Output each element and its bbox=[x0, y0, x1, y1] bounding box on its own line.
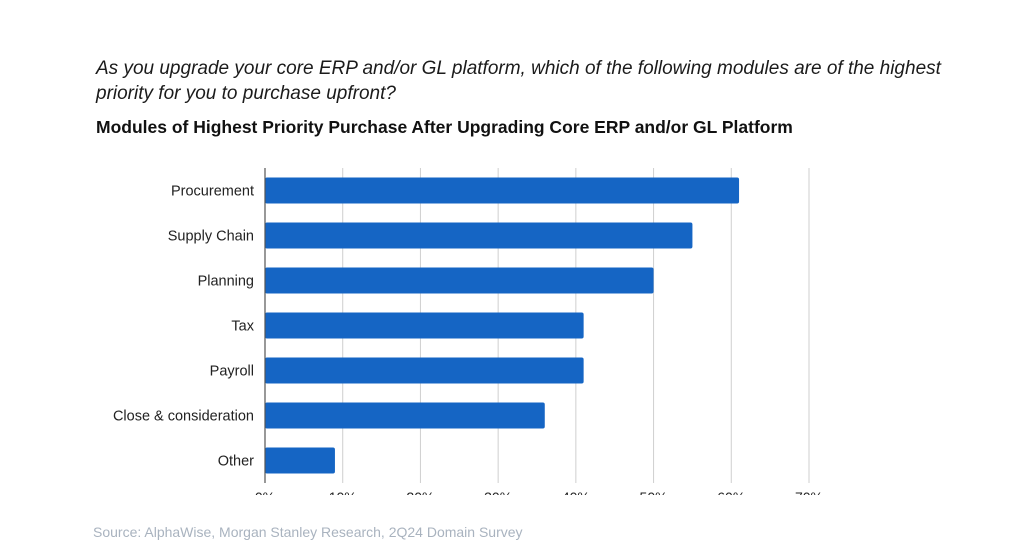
bar bbox=[265, 267, 654, 294]
x-tick-label: 40% bbox=[562, 489, 590, 495]
x-tick-label: 0% bbox=[255, 489, 275, 495]
category-label: Payroll bbox=[210, 364, 254, 380]
source-note: Source: AlphaWise, Morgan Stanley Resear… bbox=[93, 524, 523, 540]
x-tick-label: 30% bbox=[484, 489, 512, 495]
category-label: Planning bbox=[198, 274, 254, 290]
bar bbox=[265, 357, 584, 384]
survey-question: As you upgrade your core ERP and/or GL p… bbox=[96, 58, 941, 104]
x-tick-label: 50% bbox=[640, 489, 668, 495]
category-label: Supply Chain bbox=[168, 229, 254, 245]
bar bbox=[265, 222, 693, 249]
x-tick-label: 10% bbox=[329, 489, 357, 495]
bar-chart: 0% 10% 20% 30% 40% 50% 60% 70% Procurement Supply… bbox=[113, 168, 823, 495]
bar bbox=[265, 177, 740, 204]
x-tick-label: 60% bbox=[717, 489, 745, 495]
x-tick-label: 70% bbox=[795, 489, 823, 495]
category-label: Close & consideration bbox=[113, 409, 254, 425]
category-label: Tax bbox=[231, 319, 254, 335]
chart-title: Modules of Highest Priority Purchase Aft… bbox=[96, 117, 793, 137]
bar bbox=[265, 402, 545, 429]
bar bbox=[265, 447, 335, 474]
bar bbox=[265, 312, 584, 339]
category-label: Procurement bbox=[171, 184, 254, 200]
x-tick-label: 20% bbox=[406, 489, 434, 495]
category-label: Other bbox=[218, 454, 254, 470]
